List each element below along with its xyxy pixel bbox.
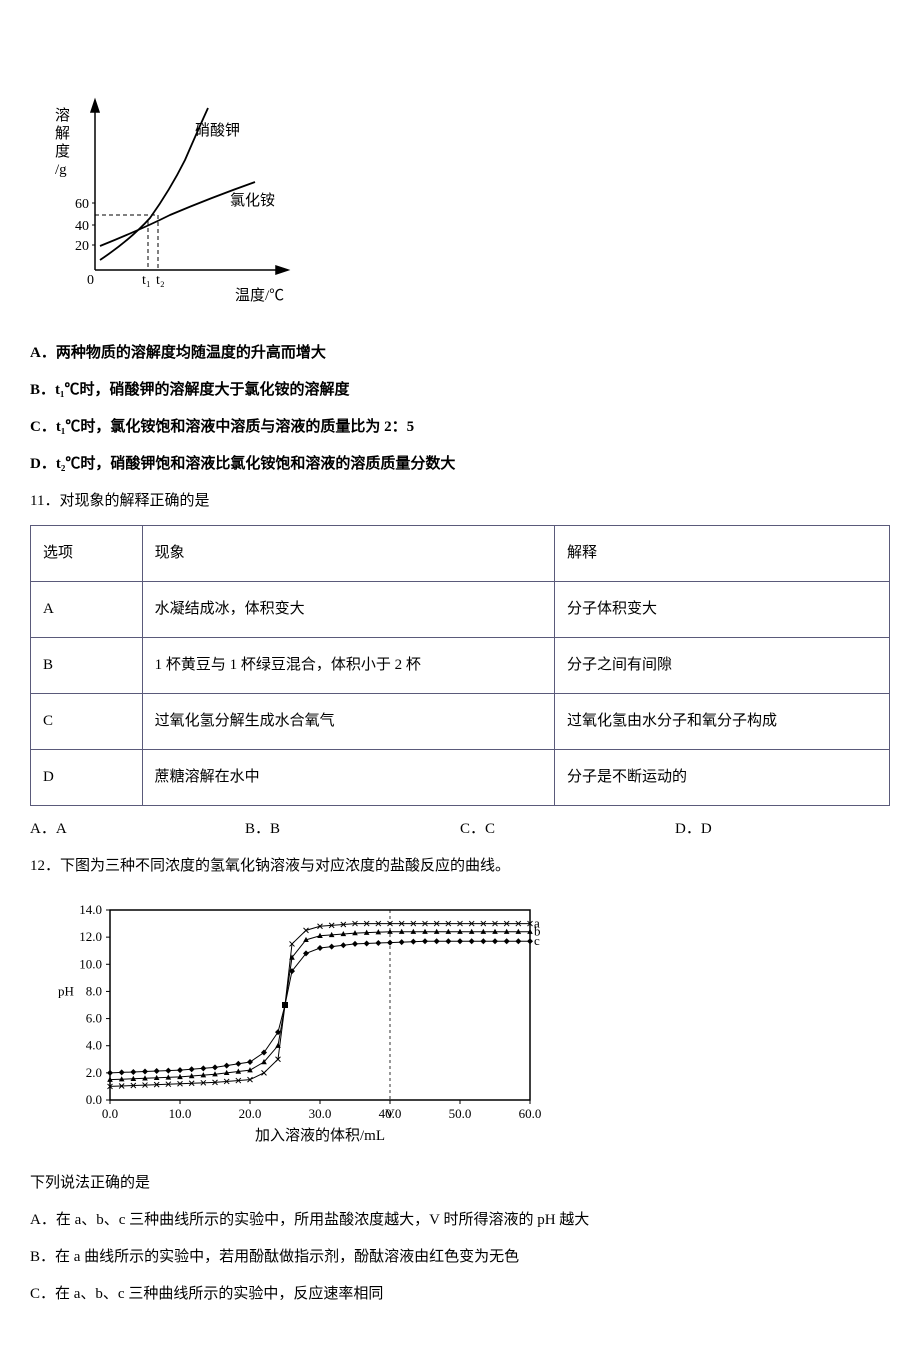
svg-text:加入溶液的体积/mL: 加入溶液的体积/mL [255,1127,385,1144]
series-label-kno3: 硝酸钾 [195,122,240,139]
table-row: A 水凝结成冰，体积变大 分子体积变大 [31,582,890,638]
table-row: C 过氧化氢分解生成水合氧气 过氧化氢由水分子和氧分子构成 [31,694,890,750]
th-phenomenon: 现象 [142,526,554,582]
y-tick-60: 60 [75,197,89,212]
y-label-4: /g [55,162,67,178]
curve-kno3 [100,108,208,260]
svg-text:4.0: 4.0 [86,1038,102,1053]
svg-text:50.0: 50.0 [449,1106,472,1121]
x-origin: 0 [87,273,94,288]
q12-option-a: A．在 a、b、c 三种曲线所示的实验中，所用盐酸浓度越大，V 时所得溶液的 p… [30,1207,890,1234]
svg-text:14.0: 14.0 [79,902,102,917]
solubility-chart: 20 40 60 0 溶 解 度 /g t₁ t₂ 温度/℃ 硝酸钾 氯化铵 [40,90,890,320]
q10-option-a: A．两种物质的溶解度均随温度的升高而增大 [30,340,890,367]
svg-text:6.0: 6.0 [86,1011,102,1026]
q12-stem: 12．下图为三种不同浓度的氢氧化钠溶液与对应浓度的盐酸反应的曲线。 [30,853,890,880]
q10-option-b: B．t₁℃时，硝酸钾的溶解度大于氯化铵的溶解度 [30,377,890,404]
q10-option-c: C．t₁℃时，氯化铵饱和溶液中溶质与溶液的质量比为 2：5 [30,414,890,441]
q11-opt-d: D．D [675,816,890,843]
y-tick-40: 40 [75,219,89,234]
q11-opt-c: C．C [460,816,675,843]
q12-option-c: C．在 a、b、c 三种曲线所示的实验中，反应速率相同 [30,1281,890,1308]
q11-opt-b: B．B [245,816,460,843]
y-label-3: 度 [55,143,70,160]
y-tick-20: 20 [75,239,89,254]
x-axis-label: 温度/℃ [235,287,284,304]
svg-text:30.0: 30.0 [309,1106,332,1121]
curve-nh4cl [100,182,255,246]
y-label-2: 解 [55,125,70,142]
th-explanation: 解释 [554,526,889,582]
svg-text:12.0: 12.0 [79,929,102,944]
svg-text:10.0: 10.0 [169,1106,192,1121]
svg-text:c: c [534,933,540,948]
x-tick-t1: t₁ [142,273,151,288]
th-option: 选项 [31,526,143,582]
svg-text:10.0: 10.0 [79,956,102,971]
ph-chart: 0.0 2.0 4.0 6.0 8.0 10.0 12.0 14.0 0.0 10.0 20.0 30… [40,890,890,1160]
svg-text:60.0: 60.0 [519,1106,542,1121]
table-row: B 1 杯黄豆与 1 杯绿豆混合，体积小于 2 杯 分子之间有间隙 [31,638,890,694]
table-header-row: 选项 现象 解释 [31,526,890,582]
svg-text:pH: pH [58,983,74,998]
q12-option-b: B．在 a 曲线所示的实验中，若用酚酞做指示剂，酚酞溶液由红色变为无色 [30,1244,890,1271]
q11-options-row: A．A B．B C．C D．D [30,816,890,843]
y-label-1: 溶 [55,107,70,124]
svg-text:20.0: 20.0 [239,1106,262,1121]
q11-stem: 11．对现象的解释正确的是 [30,488,890,515]
svg-text:8.0: 8.0 [86,983,102,998]
svg-text:2.0: 2.0 [86,1065,102,1080]
table-row: D 蔗糖溶解在水中 分子是不断运动的 [31,750,890,806]
q11-opt-a: A．A [30,816,245,843]
svg-text:0.0: 0.0 [86,1092,102,1107]
svg-text:0.0: 0.0 [102,1106,118,1121]
x-tick-t2: t₂ [156,273,165,288]
svg-text:V: V [385,1106,395,1121]
q10-option-d: D．t₂℃时，硝酸钾饱和溶液比氯化铵饱和溶液的溶质质量分数大 [30,451,890,478]
q11-table: 选项 现象 解释 A 水凝结成冰，体积变大 分子体积变大 B 1 杯黄豆与 1 … [30,525,890,806]
series-label-nh4cl: 氯化铵 [230,192,275,209]
q12-below-label: 下列说法正确的是 [30,1170,890,1197]
